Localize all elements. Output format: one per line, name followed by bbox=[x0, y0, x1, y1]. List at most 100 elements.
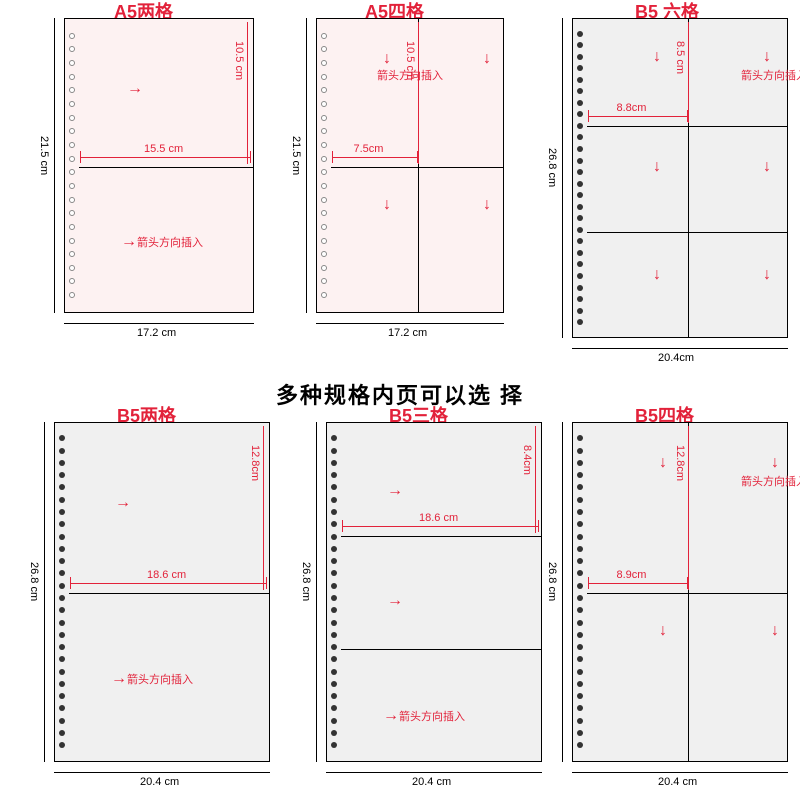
binding-hole bbox=[321, 142, 327, 148]
binding-hole bbox=[577, 250, 583, 256]
binding-hole bbox=[331, 509, 337, 515]
binding-hole bbox=[321, 74, 327, 80]
binding-hole bbox=[331, 705, 337, 711]
binding-hole bbox=[69, 183, 75, 189]
binding-hole bbox=[59, 521, 65, 527]
binding-hole bbox=[69, 60, 75, 66]
binding-hole bbox=[331, 484, 337, 490]
insert-arrow-icon: → bbox=[387, 593, 403, 609]
binding-hole bbox=[69, 33, 75, 39]
binding-hole bbox=[321, 278, 327, 284]
binding-hole bbox=[577, 448, 583, 454]
panel-b5_3: B5三格26.8 cm8.4cm18.6 cm→→→箭头方向插入20.4 cm bbox=[290, 406, 548, 794]
binding-hole bbox=[59, 742, 65, 748]
width-dimension: 17.2 cm bbox=[388, 327, 427, 339]
binding-hole bbox=[577, 65, 583, 71]
height-dimension: 21.5 cm bbox=[290, 136, 302, 175]
panel-b5_2: B5两格26.8 cm12.8cm18.6 cm→→箭头方向插入20.4 cm bbox=[18, 406, 276, 794]
hole-strip bbox=[328, 423, 340, 761]
binding-hole bbox=[69, 292, 75, 298]
binding-hole bbox=[59, 656, 65, 662]
binding-hole bbox=[69, 87, 75, 93]
binding-hole bbox=[321, 33, 327, 39]
binding-hole bbox=[69, 251, 75, 257]
binding-hole bbox=[69, 238, 75, 244]
binding-hole bbox=[331, 497, 337, 503]
binding-hole bbox=[577, 484, 583, 490]
binding-hole bbox=[321, 169, 327, 175]
insert-arrow-icon: ↓ bbox=[763, 159, 771, 175]
binding-hole bbox=[577, 656, 583, 662]
binding-hole bbox=[59, 644, 65, 650]
insert-direction-label: 箭头方向插入 bbox=[127, 671, 193, 687]
hole-strip bbox=[56, 423, 68, 761]
cell-height-dimension: 12.8cm bbox=[249, 445, 261, 481]
binding-hole bbox=[69, 115, 75, 121]
binding-hole bbox=[577, 435, 583, 441]
hole-strip bbox=[574, 19, 586, 337]
binding-hole bbox=[577, 204, 583, 210]
binding-hole bbox=[59, 620, 65, 626]
cell-width-dimension: 7.5cm bbox=[354, 143, 384, 155]
divider-horizontal bbox=[587, 593, 787, 594]
insert-arrow-icon: ↓ bbox=[659, 455, 667, 471]
insert-arrow-icon: → bbox=[115, 495, 131, 511]
binding-hole bbox=[577, 227, 583, 233]
binding-hole bbox=[331, 435, 337, 441]
insert-arrow-icon: → bbox=[387, 483, 403, 499]
binding-hole bbox=[577, 472, 583, 478]
insert-arrow-icon: ↓ bbox=[383, 51, 391, 67]
binding-hole bbox=[321, 251, 327, 257]
binding-hole bbox=[577, 181, 583, 187]
cell-width-dimension: 8.9cm bbox=[617, 569, 647, 581]
binding-hole bbox=[59, 570, 65, 576]
binding-hole bbox=[59, 583, 65, 589]
panel-a5_2: A5两格21.5 cm10.5 cm15.5 cm→→箭头方向插入17.2 cm bbox=[28, 2, 258, 352]
binding-hole bbox=[577, 546, 583, 552]
binding-hole bbox=[59, 681, 65, 687]
binding-hole bbox=[69, 142, 75, 148]
binding-hole bbox=[577, 158, 583, 164]
binding-hole bbox=[321, 224, 327, 230]
divider-horizontal bbox=[587, 126, 787, 127]
binding-hole bbox=[69, 197, 75, 203]
cell-width-dimension: 8.8cm bbox=[617, 102, 647, 114]
binding-hole bbox=[577, 509, 583, 515]
binding-hole bbox=[577, 632, 583, 638]
binding-hole bbox=[59, 558, 65, 564]
binding-hole bbox=[331, 546, 337, 552]
binding-hole bbox=[59, 595, 65, 601]
insert-arrow-icon: → bbox=[127, 81, 143, 97]
insert-arrow-icon: ↓ bbox=[483, 51, 491, 67]
binding-hole bbox=[59, 509, 65, 515]
binding-hole bbox=[577, 730, 583, 736]
binding-hole bbox=[59, 693, 65, 699]
binding-hole bbox=[577, 273, 583, 279]
binding-hole bbox=[331, 718, 337, 724]
binding-hole bbox=[59, 546, 65, 552]
binding-hole bbox=[321, 115, 327, 121]
binding-hole bbox=[69, 128, 75, 134]
binding-hole bbox=[331, 558, 337, 564]
binding-hole bbox=[577, 192, 583, 198]
binding-hole bbox=[577, 693, 583, 699]
binding-hole bbox=[577, 534, 583, 540]
insert-direction-label: 箭头方向插入 bbox=[137, 234, 203, 250]
divider-horizontal bbox=[341, 649, 541, 650]
panel-b5_4: B5四格26.8 cm12.8cm8.9cm↓↓↓↓箭头方向插入20.4 cm bbox=[536, 406, 794, 794]
binding-hole bbox=[69, 210, 75, 216]
binding-hole bbox=[69, 265, 75, 271]
binding-hole bbox=[577, 570, 583, 576]
cell-height-dimension: 10.5 cm bbox=[233, 41, 245, 80]
insert-arrow-icon: ↓ bbox=[763, 49, 771, 65]
binding-hole bbox=[577, 134, 583, 140]
binding-hole bbox=[69, 74, 75, 80]
insert-direction-label: 箭头方向插入 bbox=[741, 67, 800, 83]
binding-hole bbox=[577, 123, 583, 129]
width-dimension: 17.2 cm bbox=[137, 327, 176, 339]
binding-hole bbox=[577, 88, 583, 94]
sheet: 8.5 cm8.8cm↓↓↓↓↓↓箭头方向插入 bbox=[572, 18, 788, 338]
insert-arrow-icon: ↓ bbox=[653, 49, 661, 65]
binding-hole bbox=[331, 693, 337, 699]
binding-hole bbox=[577, 583, 583, 589]
